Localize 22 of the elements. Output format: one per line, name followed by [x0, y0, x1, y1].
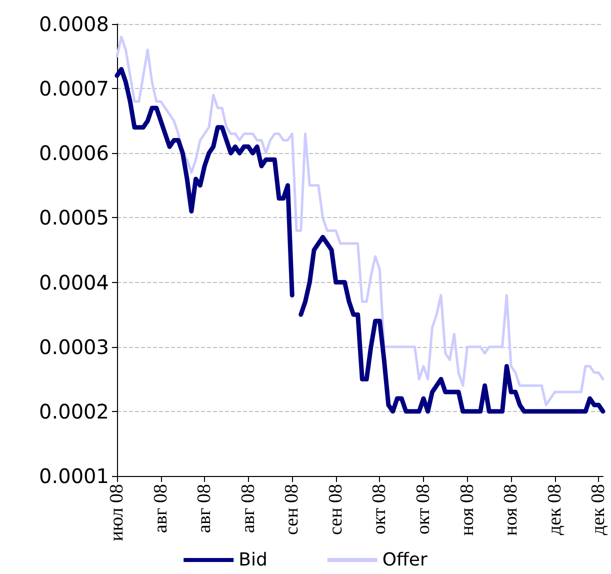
- x-tick-label: ноя 08: [456, 484, 478, 536]
- x-tick-label: окт 08: [412, 484, 434, 535]
- x-tick-label: сен 08: [325, 484, 346, 536]
- x-tick-label: дек 08: [588, 484, 610, 536]
- y-tick-label: 0.0005: [39, 206, 109, 230]
- y-tick-label: 0.0007: [39, 76, 109, 101]
- y-tick-label: 0.0008: [39, 12, 109, 36]
- x-tick-label: авг 08: [150, 484, 172, 533]
- y-tick-label: 0.0002: [39, 399, 109, 424]
- x-tick-label: авг 08: [194, 484, 216, 533]
- y-tick-label: 0.0001: [39, 464, 109, 488]
- x-tick-label: сен 08: [282, 484, 303, 536]
- legend-label: Offer: [382, 550, 428, 570]
- x-tick-label: дек 08: [544, 484, 566, 536]
- x-tick-label: окт 08: [369, 484, 390, 535]
- y-tick-label: 0.0004: [39, 270, 109, 294]
- y-tick-label: 0.0006: [39, 141, 109, 166]
- x-tick-label: июл 08: [106, 484, 128, 542]
- legend-label: Bid: [238, 550, 268, 570]
- y-tick-label: 0.0003: [39, 334, 109, 359]
- x-tick-label: ноя 08: [500, 484, 522, 536]
- x-tick-label: авг 08: [238, 484, 259, 533]
